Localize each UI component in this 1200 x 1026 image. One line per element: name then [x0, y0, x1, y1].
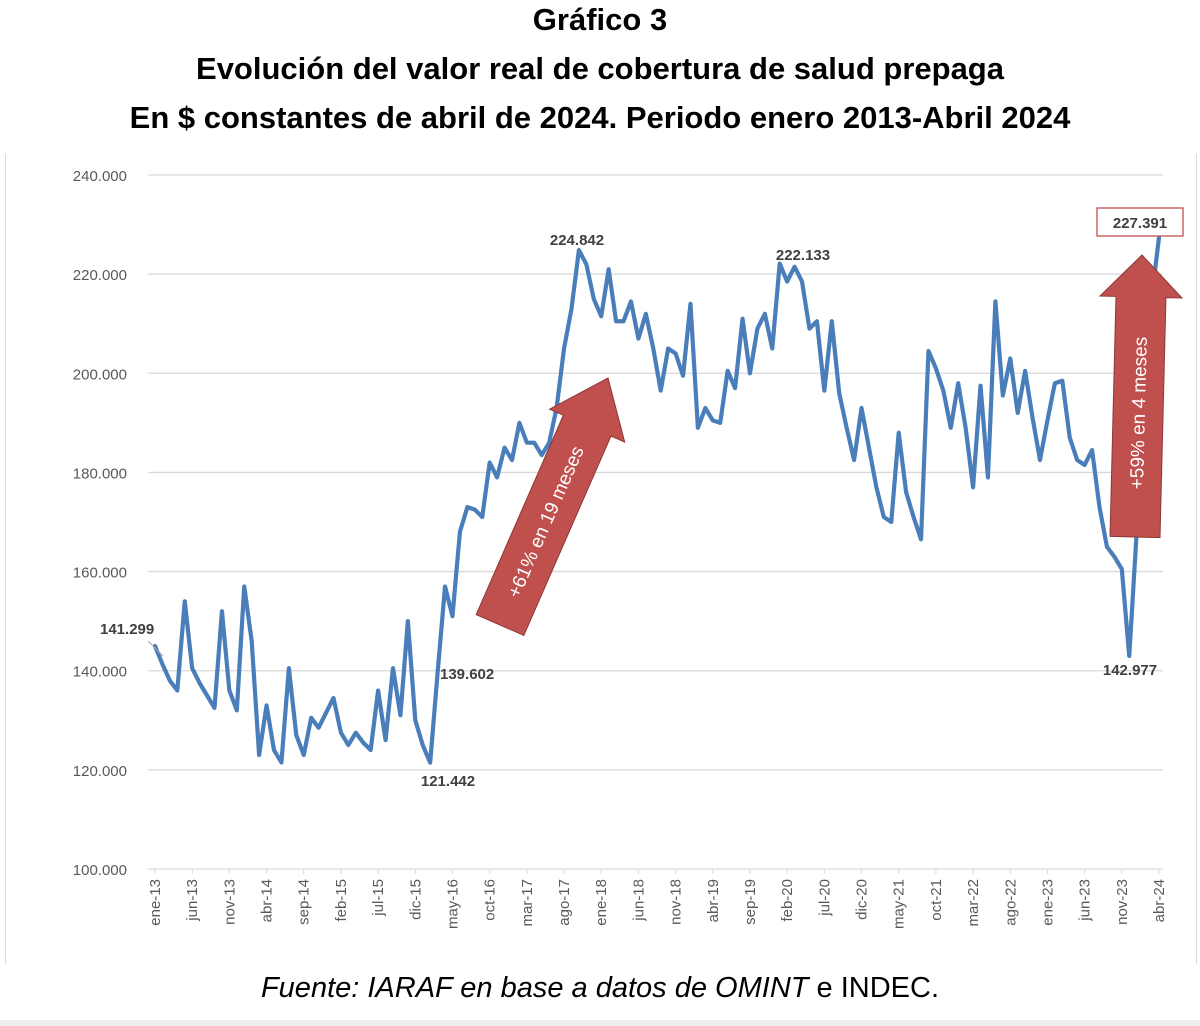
series-layer [152, 235, 1162, 765]
x-tick-label: dic-20 [854, 879, 871, 920]
x-tick-label: ene-23 [1039, 879, 1056, 926]
y-tick-label: 200.000 [73, 366, 127, 383]
data-label: 141.299 [100, 621, 154, 638]
data-label: 222.133 [776, 247, 830, 264]
x-tick-label: nov-13 [221, 879, 238, 925]
x-tick-label: may-16 [444, 879, 461, 929]
series-line [152, 235, 1162, 765]
x-tick-label: jun-18 [630, 879, 647, 922]
x-tick-label: ene-18 [593, 879, 610, 926]
chart-subtitle: En $ constantes de abril de 2024. Period… [129, 100, 1071, 135]
x-axis: ene-13 jun-13 nov-13 abr-14 sep-14 feb-15 jul-… [147, 869, 1168, 929]
data-labels: 141.299 121.442 139.602 224.842 222.133 142.9… [100, 207, 1184, 790]
x-tick-label: jun-23 [1077, 879, 1094, 922]
chart-label: Gráfico 3 [532, 2, 668, 37]
y-tick-label: 140.000 [73, 664, 127, 681]
y-tick-label: 120.000 [73, 763, 127, 780]
x-tick-label: ago-22 [1002, 879, 1019, 926]
x-tick-label: ene-13 [147, 879, 164, 926]
y-tick-label: 220.000 [73, 267, 127, 284]
x-tick-label: jul-15 [370, 879, 387, 917]
arrow-61-percent: +61% en 19 meses [475, 377, 626, 637]
x-tick-label: abr-14 [259, 879, 276, 922]
x-tick-label: sep-14 [296, 879, 313, 925]
x-tick-label: nov-23 [1114, 879, 1131, 925]
x-tick-label: jul-20 [816, 879, 833, 917]
chart-title: Evolución del valor real de cobertura de… [196, 51, 1004, 86]
x-tick-label: oct-21 [928, 879, 945, 921]
gridlines [148, 174, 1163, 870]
leader-line [147, 640, 164, 657]
x-tick-label: may-21 [891, 879, 908, 929]
x-tick-label: feb-15 [333, 879, 350, 922]
y-tick-label: 180.000 [73, 465, 127, 482]
y-axis: 100.000 120.000 140.000 160.000 180.000 200.0… [73, 168, 127, 879]
highlight-box [1096, 207, 1184, 237]
bottom-divider [0, 1020, 1200, 1026]
x-tick-label: mar-17 [519, 879, 536, 927]
y-tick-label: 160.000 [73, 565, 127, 582]
arrow-shape [475, 377, 626, 637]
y-tick-label: 100.000 [73, 862, 127, 879]
x-tick-label: abr-24 [1151, 879, 1168, 922]
x-tick-label: jun-13 [184, 879, 201, 922]
data-label-final: 227.391 [1113, 215, 1167, 232]
x-tick-label: dic-15 [407, 879, 424, 920]
x-tick-label: oct-16 [482, 879, 499, 921]
data-label: 224.842 [550, 232, 604, 249]
chart-frame [5, 154, 1197, 964]
y-tick-label: 240.000 [73, 168, 127, 185]
data-label: 139.602 [440, 666, 494, 683]
x-tick-label: feb-20 [779, 879, 796, 922]
arrow-label: +59% en 4 meses [1127, 336, 1152, 489]
source-italic: Fuente: IARAF en base a datos de OMINT [260, 972, 809, 1004]
x-tick-label: abr-19 [705, 879, 722, 922]
x-tick-label: sep-19 [742, 879, 759, 925]
arrow-shape [1098, 254, 1184, 539]
x-tick-label: ago-17 [556, 879, 573, 926]
x-tick-label: mar-22 [965, 879, 982, 927]
data-label: 142.977 [1103, 662, 1157, 679]
source-note: Fuente: IARAF en base a datos de OMINT e… [0, 972, 1200, 1005]
source-plain: e INDEC. [808, 972, 940, 1004]
data-label: 121.442 [421, 773, 475, 790]
arrow-59-percent: +59% en 4 meses [1098, 254, 1184, 539]
x-tick-label: nov-18 [668, 879, 685, 925]
